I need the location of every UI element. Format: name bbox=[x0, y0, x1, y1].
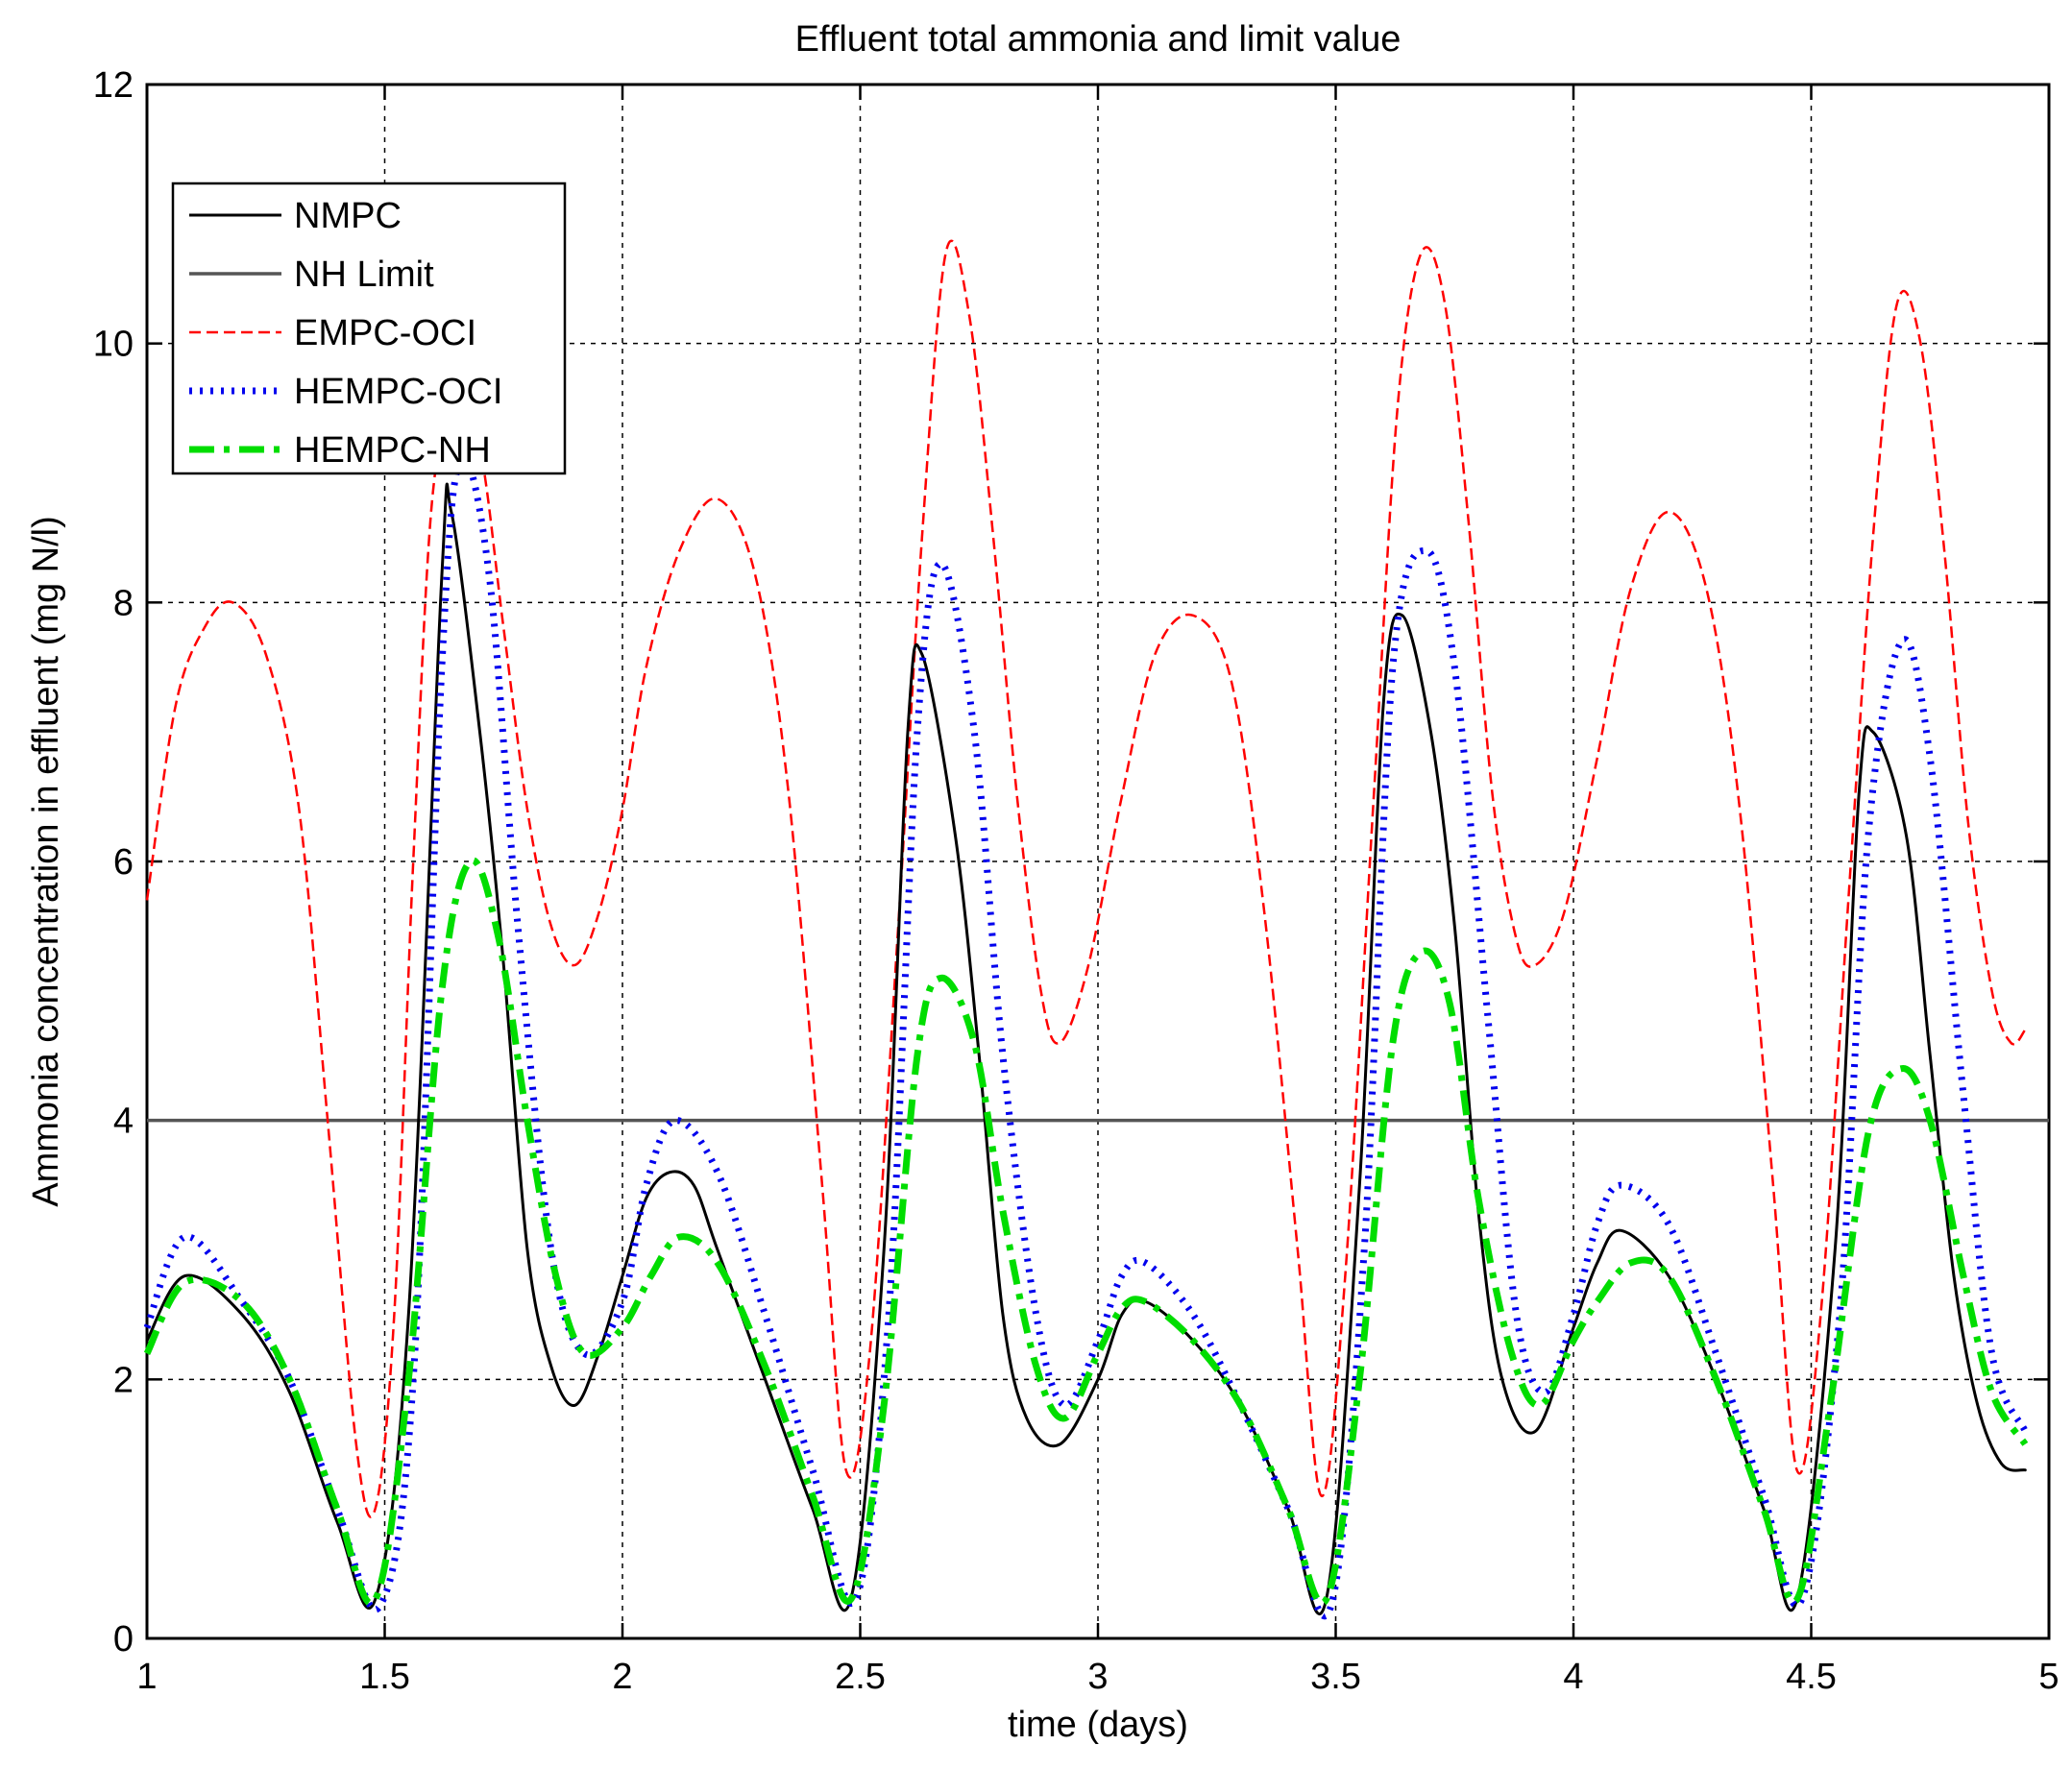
series-line-hempc-oci bbox=[143, 454, 2029, 1619]
y-tick-label: 6 bbox=[113, 842, 134, 883]
legend-label-hempc-oci: HEMPC-OCI bbox=[294, 372, 502, 412]
y-tick-label: 2 bbox=[113, 1360, 134, 1400]
y-axis-label: Ammonia concentration in effluent (mg N/… bbox=[26, 516, 66, 1207]
x-axis-label: time (days) bbox=[1008, 1705, 1188, 1745]
series-line-hempc-nh bbox=[143, 857, 2029, 1607]
x-tick-label: 3 bbox=[1087, 1657, 1108, 1697]
legend-box bbox=[171, 182, 567, 475]
axis-ticks: 1 1.5 2 2.5 3 3.5 4 4.5 5 0 2 4 6 8 10 12 bbox=[93, 65, 2060, 1697]
y-tick-label: 4 bbox=[113, 1102, 134, 1142]
x-tick-label: 4 bbox=[1563, 1657, 1583, 1697]
x-tick-label: 3.5 bbox=[1310, 1657, 1361, 1697]
x-tick-label: 2 bbox=[612, 1657, 632, 1697]
y-tick-label: 8 bbox=[113, 583, 134, 623]
x-tick-label: 1 bbox=[136, 1657, 157, 1697]
y-tick-label: 0 bbox=[113, 1619, 134, 1660]
legend-label-hempc-nh: HEMPC-NH bbox=[294, 430, 491, 471]
legend-label-nh-limit: NH Limit bbox=[294, 254, 434, 295]
legend: NMPC NH Limit EMPC-OCI HEMPC-OCI HEMPC-NH bbox=[171, 182, 567, 475]
y-tick-label: 12 bbox=[93, 65, 134, 106]
x-tick-label: 5 bbox=[2038, 1657, 2059, 1697]
x-tick-label: 4.5 bbox=[1786, 1657, 1837, 1697]
y-tick-label: 10 bbox=[93, 325, 134, 365]
chart-title: Effluent total ammonia and limit value bbox=[795, 19, 1402, 60]
x-tick-label: 2.5 bbox=[835, 1657, 886, 1697]
legend-label-nmpc: NMPC bbox=[294, 196, 402, 236]
legend-label-empc-oci: EMPC-OCI bbox=[294, 313, 476, 353]
x-tick-label: 1.5 bbox=[359, 1657, 410, 1697]
